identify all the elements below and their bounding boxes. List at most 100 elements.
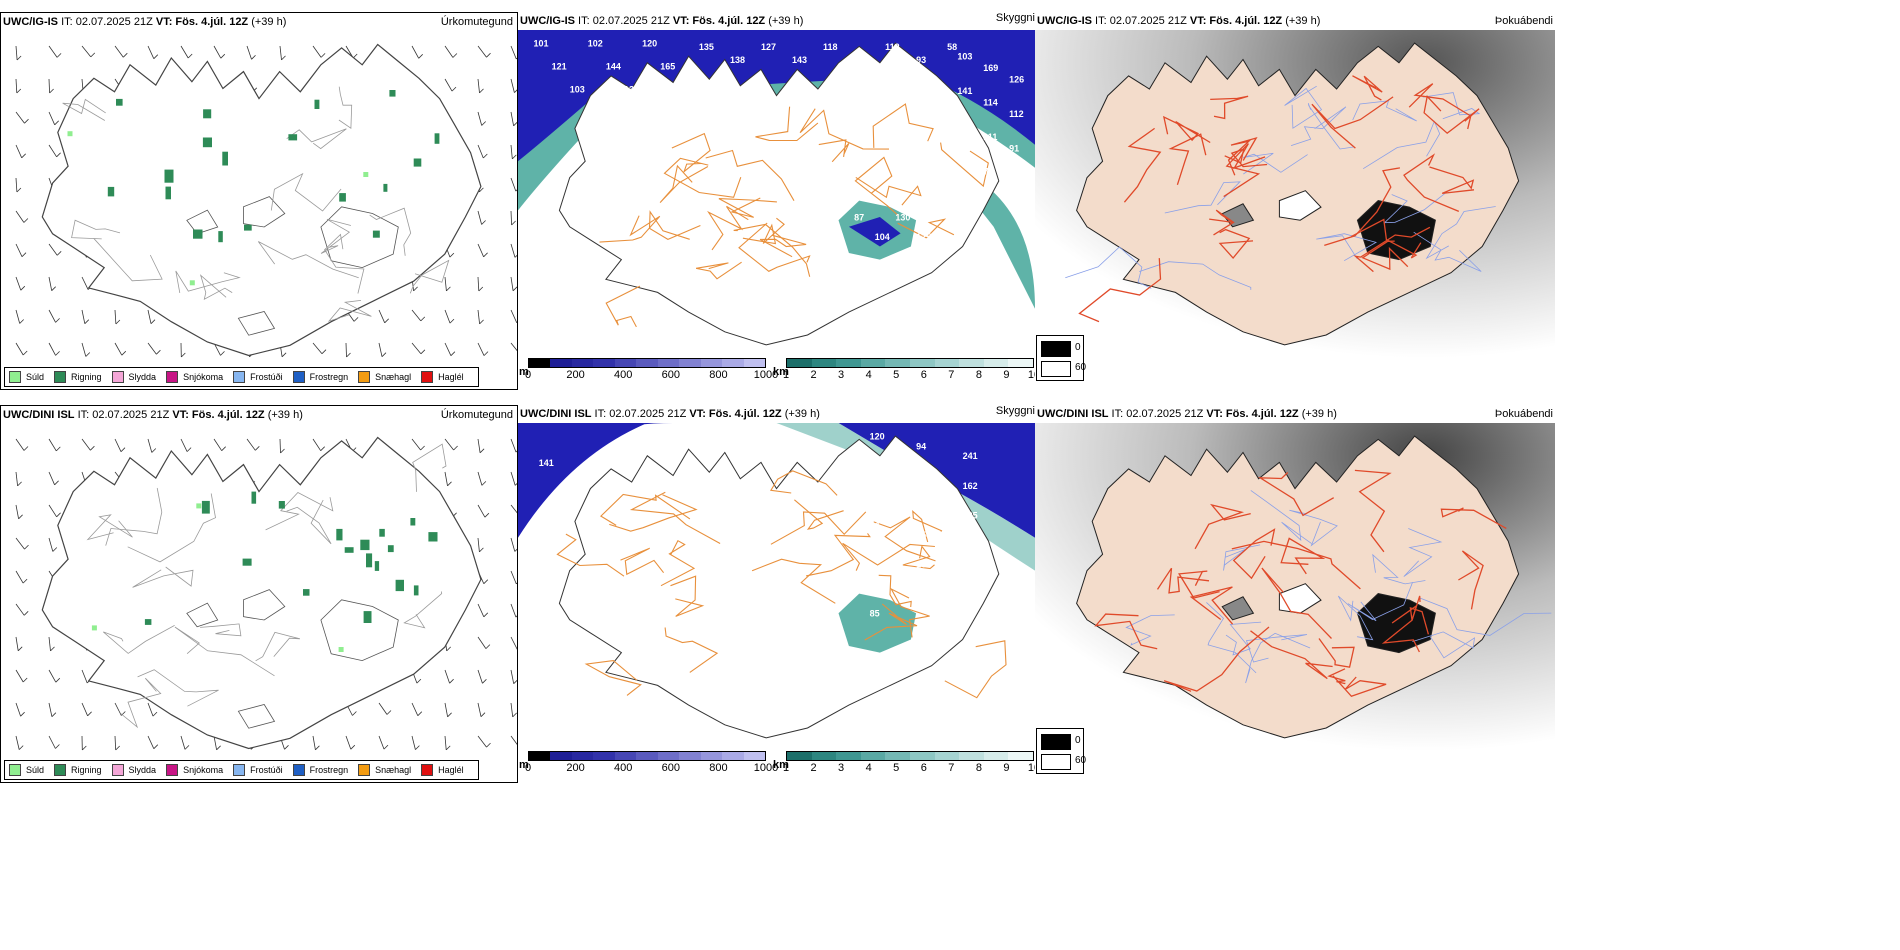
cloud-base-label: 85 <box>870 609 880 619</box>
colorbar-height: 0 200 400 600 800 1000 <box>525 751 778 775</box>
wind-barb <box>48 669 57 683</box>
rain-area <box>288 134 298 141</box>
init-time: IT: 02.07.2025 21Z <box>61 16 153 28</box>
cloud-base-label: 99 <box>539 517 549 527</box>
wind-barb <box>15 144 23 158</box>
rain-area <box>203 109 212 119</box>
road-line <box>671 132 711 174</box>
road-line <box>1372 553 1426 585</box>
road-line <box>629 491 721 544</box>
wind-barb <box>510 702 514 717</box>
cloud-base-label: 93 <box>870 579 880 589</box>
wind-barb <box>147 702 154 717</box>
road-line <box>770 511 867 545</box>
wind-barb <box>477 210 482 225</box>
cloud-base-label: 127 <box>761 42 776 52</box>
legend-item: Rigning <box>54 764 102 776</box>
road-line <box>403 591 443 629</box>
rain-area <box>165 186 171 200</box>
wind-barb <box>510 471 516 486</box>
road-line <box>1218 228 1254 259</box>
wind-barb <box>477 243 484 257</box>
wind-barb <box>477 504 486 518</box>
road-line <box>670 575 705 617</box>
wind-barb <box>510 78 515 93</box>
init-time: IT: 02.07.2025 21Z <box>77 409 170 421</box>
road-line <box>872 103 934 148</box>
wind-barb <box>15 78 18 94</box>
legend-item: Slydda <box>111 371 156 383</box>
cloud-base-label: 103 <box>957 52 972 62</box>
road-line <box>1289 509 1338 547</box>
cloud-base-label: 118 <box>823 42 838 52</box>
cloud-base-label: 162 <box>963 481 978 491</box>
glacier-cloud <box>838 593 917 653</box>
glacier-outline <box>186 209 219 235</box>
rain-area <box>395 579 404 592</box>
rain-area <box>116 98 123 106</box>
cloud-base-label: 131 <box>624 85 639 95</box>
rain-area <box>218 231 223 243</box>
rain-area <box>193 229 203 239</box>
cloud-base-area <box>518 423 674 538</box>
wind-barb <box>477 438 481 453</box>
rain-area <box>379 528 385 537</box>
rain-area <box>344 547 354 553</box>
panel-header: UWC/IG-IS IT: 02.07.2025 21Z VT: Fös. 4.… <box>1037 15 1321 27</box>
cloud-base-label: 141 <box>751 714 766 724</box>
road-line <box>648 210 701 241</box>
wind-barb <box>213 438 223 451</box>
wind-barb <box>15 504 19 519</box>
road-line <box>1163 626 1270 692</box>
legend-item: Snjókoma <box>166 371 223 383</box>
road-line <box>600 493 691 526</box>
road-line <box>1280 537 1326 575</box>
road-line <box>1224 148 1268 168</box>
precip-type-panel: UWC/IG-IS IT: 02.07.2025 21Z VT: Fös. 4.… <box>0 12 518 390</box>
rain-area <box>389 90 396 97</box>
road-line <box>855 176 922 206</box>
road-line <box>1347 582 1413 622</box>
legend-item: Haglél <box>421 764 464 776</box>
wind-barb <box>378 735 385 750</box>
wind-barb <box>213 45 222 59</box>
wind-barb <box>510 603 517 618</box>
panel-title: Þokuábendi <box>1494 15 1553 27</box>
precip-legend: Súld Rigning Slydda Snjókoma Frostúði Frostre… <box>4 760 479 780</box>
panel-header: UWC/DINI ISL IT: 02.07.2025 21Z VT: Fös.… <box>1037 408 1337 420</box>
wind-barb <box>411 309 422 322</box>
visibility-panel: UWC/IG-IS IT: 02.07.2025 21Z VT: Fös. 4.… <box>518 12 1035 390</box>
wind-barb <box>510 342 517 352</box>
panel-title: Skyggni <box>995 405 1035 417</box>
wind-barb <box>477 309 480 324</box>
rain-area <box>278 501 285 509</box>
panel-title: Skyggni <box>995 12 1035 24</box>
cloud-base-label: 139 <box>957 155 972 165</box>
wind-barb <box>477 45 487 58</box>
wind-barb <box>510 735 517 745</box>
road-line <box>1284 85 1323 129</box>
rain-area <box>201 500 210 514</box>
wind-barb <box>510 636 517 650</box>
glacier-outline <box>320 599 399 662</box>
road-line <box>1156 567 1210 594</box>
road-line <box>1223 544 1261 571</box>
wind-barb <box>510 504 517 514</box>
road-line <box>1354 469 1392 553</box>
fog-index-panel: UWC/IG-IS IT: 02.07.2025 21Z VT: Fös. 4.… <box>1035 12 1555 390</box>
rain-area <box>244 224 252 231</box>
cloud-base-label: 126 <box>1009 75 1024 85</box>
wind-barb <box>444 342 452 356</box>
rain-area <box>164 169 174 183</box>
road-line <box>320 218 352 254</box>
wind-barb <box>147 735 155 749</box>
visibility-map: 141 99 120 94 241 153 123 162 97 119 125 94 154 125 12… <box>518 423 1035 751</box>
legend-item: Haglél <box>421 371 464 383</box>
wind-barb <box>114 45 124 58</box>
fog-index-legend: 0 60 <box>1036 335 1086 381</box>
cloud-base-label: 91 <box>1009 144 1019 154</box>
rain-area <box>303 589 310 596</box>
wind-barb <box>477 702 482 717</box>
road-line <box>1311 96 1394 149</box>
road-line <box>1383 189 1450 224</box>
